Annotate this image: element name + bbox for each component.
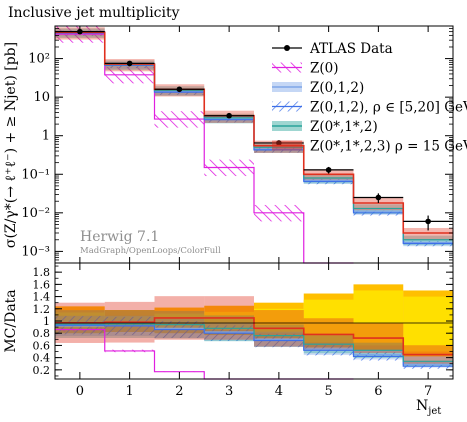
x-tick-label-0: 0 [76,384,84,399]
ratio-y-tick-label-5: 0.8 [33,327,51,340]
ratio-y-tick-label-7: 0.4 [33,352,51,365]
data-point-3 [226,112,232,119]
line-z-0 [55,33,354,264]
ratio-y-tick-label-8: 0.2 [33,364,51,377]
data-point-6 [375,194,382,201]
legend-entry-atlas-data: ATLAS Data [272,41,393,57]
main-panel: 10² 10 1 10⁻¹ 10⁻² 10⁻³ σ(Z/γ*(→ ℓ⁺ℓ⁻) + ≥ Nj… [3,25,454,264]
main-y-axis-label: σ(Z/γ*(→ ℓ⁺ℓ⁻) + ≥ Njet) [pb] [3,42,19,248]
ratio-line-z-0-1-2-3-15-gev [55,317,453,356]
legend-label: Z(0*,1*,2) [310,119,378,135]
data-uncertainty-inner-bin-4 [254,308,304,334]
legend: ATLAS Data Z(0) Z(0,1,2) Z(0,1,2), ρ ∈ [5,2… [272,41,467,155]
data-point-1 [126,60,133,67]
legend-entry-z-0-1-2: Z(0,1,2) [272,80,364,96]
band-z-0-1-2-3-15-gev-bin-7 [403,227,453,241]
ratio-y-tick-label-1: 1.6 [33,278,51,291]
main-y-ticks: 10² 10 1 10⁻¹ 10⁻² 10⁻³ [21,25,453,264]
main-y-tick-label-1: 10 [33,90,50,105]
band-z-0-1-2-bin-6 [353,204,404,214]
x-tick-label-5: 5 [324,384,332,399]
data-point-2 [176,86,183,93]
ratio-line-z-0-1-2 [55,323,453,362]
legend-marker-point [284,45,290,51]
x-axis-label: Njet [416,398,441,417]
band-z-0-1-2-bin-7 [403,235,453,246]
x-tick-label-4: 4 [275,384,283,399]
x-tick-label-2: 2 [175,384,183,399]
x-tick-label-6: 6 [374,384,382,399]
legend-entry-z-0-1-2-3-15-gev: Z(0*,1*,2,3) ρ = 15 GeV [272,139,467,155]
generator-label: Herwig 7.1 [80,229,159,245]
main-y-tick-label-2: 1 [42,129,50,144]
x-axis-label-n: N [416,398,428,414]
ratio-line-z-0-1-2-5-20-gev [55,324,453,367]
legend-label: ATLAS Data [309,41,393,57]
data-point-4 [276,140,282,146]
ratio-x-ticks: 0 1 2 3 4 5 6 7 [76,263,432,399]
ratio-y-ticks: 1.81.61.41.210.80.60.40.2 [33,265,453,377]
main-data-points [55,28,453,231]
legend-label: Z(0) [310,61,339,77]
main-y-tick-label-4: 10⁻² [21,206,50,221]
main-y-tick-label-3: 10⁻¹ [21,167,50,182]
x-tick-label-1: 1 [125,384,133,399]
legend-entry-z-0-1-2: Z(0*,1*,2) [272,119,378,135]
main-y-tick-label-0: 10² [28,52,50,67]
ratio-lines [55,317,453,380]
x-tick-label-3: 3 [225,384,233,399]
data-uncertainty-inner-bin-7 [403,296,453,352]
ratio-y-tick-label-4: 1 [43,315,50,328]
ratio-y-tick-label-0: 1.8 [33,266,51,279]
ratio-y-axis-label: MC/Data [3,289,19,352]
band-z-0-1-2-bin-4 [254,143,304,153]
legend-label: Z(0*,1*,2,3) ρ = 15 GeV [310,139,467,155]
main-y-tick-label-5: 10⁻³ [21,244,50,259]
legend-entry-z-0-1-2-5-20-gev: Z(0,1,2), ρ ∈ [5,20] GeV [272,100,467,116]
ratio-y-tick-label-2: 1.4 [33,291,51,304]
x-tick-label-7: 7 [424,384,432,399]
data-uncertainty-inner-bin-6 [353,290,404,346]
x-axis-label-subscript: jet [427,406,441,417]
legend-entry-z-0: Z(0) [272,61,339,77]
ratio-y-tick-label-6: 0.6 [33,339,51,352]
generator-sublabel: MadGraph/OpenLoops/ColorFull [80,246,221,256]
data-point-7 [425,218,431,225]
main-x-ticks [79,26,429,263]
data-point-5 [325,167,332,173]
legend-label: Z(0,1,2) [310,80,364,96]
ratio-y-tick-label-3: 1.2 [33,303,51,316]
band-z-0-1-2-3-15-gev-bin-6 [353,197,404,211]
legend-label: Z(0,1,2), ρ ∈ [5,20] GeV [310,100,467,116]
chart-title: Inclusive jet multiplicity [8,5,180,21]
data-uncertainty-inner-bin-5 [303,299,354,343]
band-z-0-1-2-bin-5 [303,173,354,184]
